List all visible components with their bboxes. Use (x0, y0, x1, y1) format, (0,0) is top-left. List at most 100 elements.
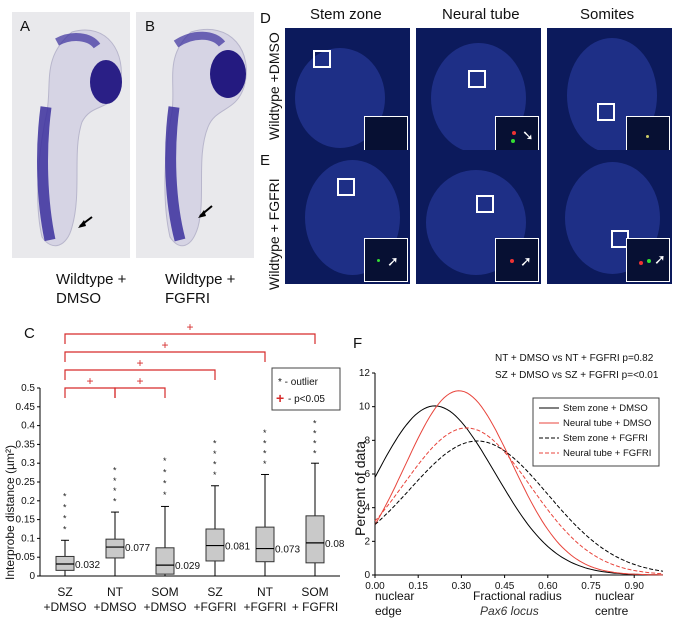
column-header-stem-zone: Stem zone (310, 6, 382, 23)
x-right-label-2: centre (595, 604, 629, 618)
outlier-marker: * (163, 467, 167, 477)
x-tick-label: 0.45 (495, 581, 515, 592)
x-category-label-line1: NT (107, 585, 124, 599)
micro-e-stem-zone: ➚ (285, 150, 410, 284)
outlier-marker: * (213, 470, 217, 480)
y-tick-label: 12 (359, 368, 371, 379)
significance-bracket (64, 333, 316, 344)
x-category-label-line1: SOM (301, 585, 328, 599)
x-category-label-line2: +DMSO (43, 600, 86, 614)
legend-box (532, 397, 660, 467)
y-tick-label: 0.2 (21, 496, 35, 507)
x-left-label-2: edge (375, 604, 402, 618)
outlier-marker: * (213, 439, 217, 449)
line-series (374, 390, 664, 576)
outlier-marker: * (63, 524, 67, 534)
outlier-marker: * (63, 513, 67, 523)
legend-outlier: * - outlier (278, 377, 319, 388)
outlier-marker: * (263, 459, 267, 469)
y-tick-label: 8 (364, 435, 370, 446)
zoom-inset: ➚ (626, 238, 670, 282)
median-label: 0.088 (325, 539, 345, 550)
micro-e-somites: ➚ (547, 150, 672, 284)
panel-letter-e: E (260, 152, 271, 169)
row-label-dmso: Wildtype +DMSO (266, 32, 282, 140)
outlier-marker: * (113, 476, 117, 486)
x-category-label-line2: +FGFRI (243, 600, 286, 614)
zoom-box (468, 70, 486, 88)
embryo-a-drawing (37, 29, 122, 247)
outlier-marker: * (213, 449, 217, 459)
x-tick-label: 0.00 (365, 581, 385, 592)
significance-bracket (64, 387, 116, 398)
x-right-label-1: nuclear (595, 589, 634, 603)
y-tick-label: 0.4 (21, 421, 35, 432)
outlier-marker: * (113, 465, 117, 475)
y-tick-label: 0.3 (21, 458, 35, 469)
caption-b: Wildtype + FGFRI (165, 270, 235, 308)
median-label: 0.077 (125, 543, 150, 554)
y-tick-label: 10 (359, 402, 371, 413)
caption-a-line2: DMSO (56, 290, 101, 307)
outlier-marker: * (163, 456, 167, 466)
significance-brackets: + + + + + (64, 320, 316, 398)
outlier-marker: * (63, 491, 67, 501)
x-category-label-line1: NT (257, 585, 274, 599)
box-plot-legend: * - outlier + - p<0.05 (271, 367, 341, 411)
box (105, 538, 125, 559)
series-line (374, 390, 663, 576)
outlier-marker: * (263, 449, 267, 459)
y-tick-label: 4 (364, 503, 370, 514)
significance-bracket (64, 369, 216, 380)
caption-b-line2: FGFRI (165, 290, 210, 307)
outlier-marker: * (313, 448, 317, 458)
micro-e-neural-tube: ➚ (416, 150, 541, 284)
embryo-image-b (136, 12, 254, 258)
x-tick-label: 0.30 (452, 581, 472, 592)
y-tick-label: 2 (364, 536, 370, 547)
x-category-label-line2: +DMSO (93, 600, 136, 614)
line-chart-axes: 0 2 4 6 8 10 12 0.00 0.15 0.30 0.45 0.60 0.75 0.90 (359, 368, 663, 592)
significance-marker: + (86, 374, 93, 388)
caption-a: Wildtype + DMSO (56, 270, 126, 308)
arrow-icon: ➚ (387, 253, 399, 269)
zoom-inset: ➚ (495, 238, 539, 282)
y-tick-label: 0.25 (16, 477, 36, 488)
x-tick-label: 0.60 (538, 581, 558, 592)
arrow-icon: ➚ (520, 253, 532, 269)
outlier-marker: * (313, 428, 317, 438)
median-label: 0.032 (75, 560, 100, 571)
x-category-label-line1: SOM (151, 585, 178, 599)
outlier-marker: * (163, 490, 167, 500)
embryo-image-a (12, 12, 130, 258)
embryo-b-drawing (164, 29, 247, 247)
legend-label: Stem zone + FGFRI (563, 433, 648, 444)
series-line (374, 405, 663, 576)
zoom-box (597, 103, 615, 121)
significance-marker: + (186, 320, 193, 334)
median-label: 0.029 (175, 561, 200, 572)
significance-bracket (114, 387, 166, 398)
micro-d-stem-zone (285, 28, 410, 162)
column-header-neural-tube: Neural tube (442, 6, 520, 23)
y-axis-label: Interprobe distance (µm²) (3, 445, 17, 580)
stat-line-1: NT + DMSO vs NT + FGFRI p=0.82 (495, 353, 654, 364)
x-category-label-line1: SZ (57, 585, 72, 599)
y-tick-label: 0 (29, 571, 35, 582)
row-label-fgfri: Wildtype + FGFRI (266, 178, 282, 290)
y-tick-label: 0 (364, 570, 370, 581)
significance-marker: + (161, 338, 168, 352)
series-line (374, 440, 664, 572)
outlier-marker: * (113, 486, 117, 496)
box (155, 547, 175, 575)
stat-line-2: SZ + DMSO vs SZ + FGFRI p=<0.01 (495, 370, 659, 381)
outlier-marker: * (263, 428, 267, 438)
legend-sig-marker: + (276, 390, 284, 406)
arrow-icon: ➚ (654, 251, 666, 267)
x-left-label-1: nuclear (375, 589, 414, 603)
y-tick-label: 0.15 (16, 515, 36, 526)
y-tick-label: 0.35 (16, 439, 36, 450)
x-category-label-line2: +FGFRI (193, 600, 236, 614)
caption-b-line1: Wildtype + (165, 271, 236, 288)
outlier-marker: * (313, 418, 317, 428)
